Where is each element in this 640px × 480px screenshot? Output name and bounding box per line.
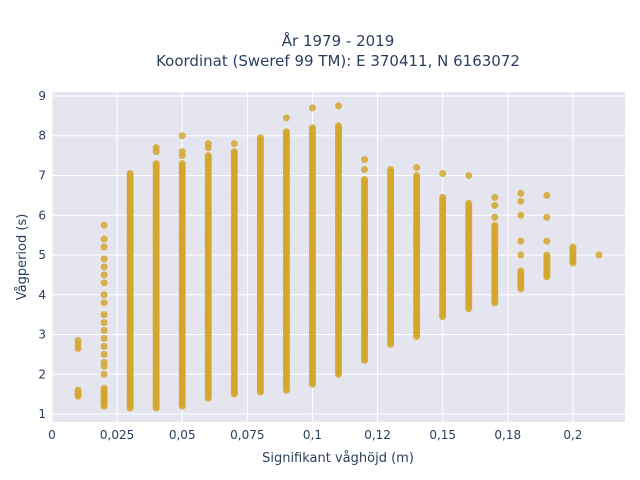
scatter-point: [100, 335, 108, 343]
scatter-point: [543, 213, 551, 221]
scatter-point: [100, 263, 108, 271]
scatter-point: [74, 336, 82, 344]
scatter-point: [230, 140, 238, 148]
scatter-point: [100, 370, 108, 378]
scatter-point: [282, 128, 290, 136]
scatter-point: [100, 358, 108, 366]
scatter-point: [465, 199, 473, 207]
scatter-point: [491, 213, 499, 221]
scatter-point: [178, 132, 186, 140]
chart-title-line1: År 1979 - 2019: [282, 31, 395, 50]
scatter-point: [439, 193, 447, 201]
x-tick-label: 0,05: [169, 428, 196, 442]
x-tick-label: 0,1: [303, 428, 322, 442]
x-tick-label: 0,075: [230, 428, 264, 442]
scatter-point: [439, 170, 447, 178]
scatter-point: [595, 251, 603, 259]
scatter-point: [100, 279, 108, 287]
y-tick-label: 2: [38, 367, 46, 381]
scatter-point: [413, 171, 421, 179]
y-axis-ticks: 1 2 3 4 5 6 7 8 9: [38, 89, 46, 421]
scatter-point: [517, 189, 525, 197]
scatter-point: [543, 191, 551, 199]
scatter-point: [152, 160, 160, 168]
scatter-point: [387, 166, 395, 174]
scatter-point: [543, 237, 551, 245]
scatter-point: [543, 251, 551, 259]
scatter-point: [517, 267, 525, 275]
scatter-point: [204, 152, 212, 160]
y-tick-label: 7: [38, 168, 46, 182]
scatter-point: [178, 160, 186, 168]
x-tick-label: 0,18: [494, 428, 521, 442]
scatter-point: [361, 175, 369, 183]
y-tick-label: 5: [38, 248, 46, 262]
scatter-point: [126, 170, 134, 178]
y-axis-title: Vågperiod (s): [15, 214, 30, 301]
scatter-point: [100, 221, 108, 229]
scatter-point: [517, 237, 525, 245]
scatter-point: [100, 311, 108, 319]
scatter-point: [361, 156, 369, 164]
data-points: [74, 102, 603, 412]
x-tick-label: 0,15: [429, 428, 456, 442]
y-tick-label: 8: [38, 129, 46, 143]
scatter-point: [517, 251, 525, 259]
scatter-point: [491, 221, 499, 229]
scatter-point: [152, 144, 160, 152]
y-tick-label: 1: [38, 407, 46, 421]
x-axis-title: Signifikant våghöjd (m): [262, 451, 414, 466]
scatter-point: [465, 171, 473, 179]
scatter-point: [74, 386, 82, 394]
scatter-point: [230, 148, 238, 156]
x-tick-label: 0: [48, 428, 56, 442]
scatter-point: [100, 327, 108, 335]
y-tick-label: 6: [38, 208, 46, 222]
chart-title-line2: Koordinat (Sweref 99 TM): E 370411, N 61…: [156, 52, 520, 70]
scatter-point: [256, 134, 264, 142]
scatter-point: [100, 235, 108, 243]
scatter-point: [100, 350, 108, 358]
scatter-point: [491, 193, 499, 201]
scatter-point: [335, 102, 342, 110]
scatter-point: [100, 299, 108, 307]
scatter-point: [100, 243, 108, 251]
scatter-point: [282, 114, 290, 122]
scatter-point: [308, 104, 316, 112]
x-tick-label: 0,12: [364, 428, 391, 442]
scatter-point: [100, 384, 108, 392]
scatter-point: [491, 201, 499, 209]
scatter-point: [204, 140, 212, 148]
scatter-point: [413, 164, 421, 172]
scatter-point: [178, 148, 186, 156]
y-tick-label: 9: [38, 89, 46, 103]
scatter-point: [517, 211, 525, 219]
x-tick-label: 0,025: [100, 428, 134, 442]
scatter-point: [569, 243, 577, 251]
scatter-point: [100, 255, 108, 263]
scatter-point: [517, 197, 525, 205]
scatter-point: [361, 166, 369, 174]
scatter-point: [100, 291, 108, 299]
scatter-point: [100, 271, 108, 279]
scatter-point: [335, 122, 342, 130]
scatter-point: [308, 124, 316, 132]
y-tick-label: 4: [38, 288, 46, 302]
y-tick-label: 3: [38, 328, 46, 342]
scatter-point: [100, 319, 108, 327]
x-axis-ticks: 0 0,025 0,05 0,075 0,1 0,12 0,15 0,18 0,2: [48, 428, 582, 442]
x-tick-label: 0,2: [563, 428, 582, 442]
scatter-point: [100, 342, 108, 350]
